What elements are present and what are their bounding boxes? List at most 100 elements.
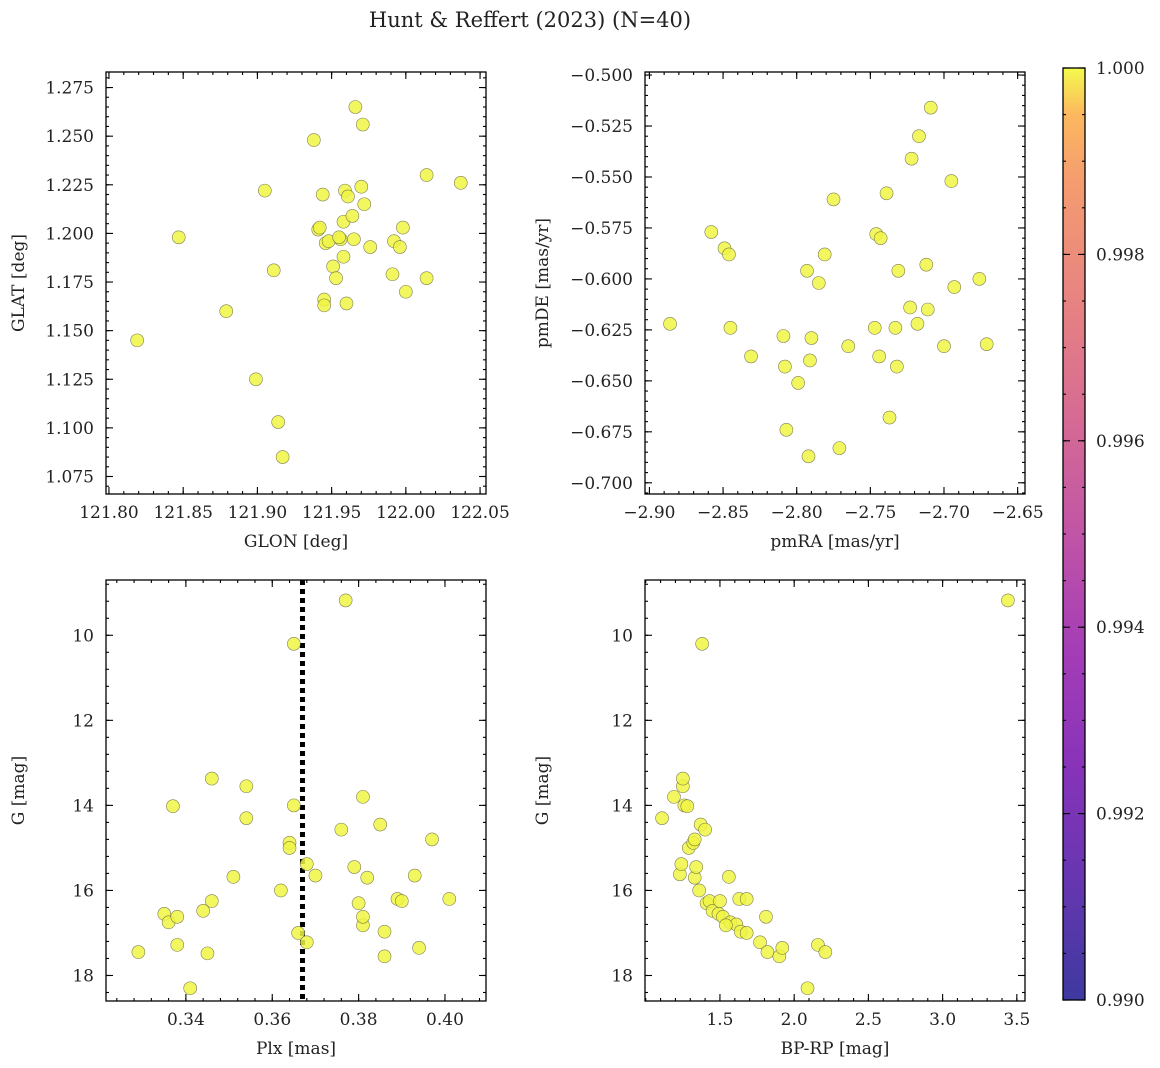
data-point bbox=[373, 817, 388, 832]
data-point bbox=[663, 316, 677, 331]
data-point bbox=[704, 225, 719, 239]
data-point bbox=[801, 449, 816, 464]
data-point bbox=[377, 949, 392, 964]
data-point bbox=[394, 894, 409, 908]
y-tick-label: 1.200 bbox=[45, 224, 94, 244]
y-tick-label: −0.525 bbox=[570, 117, 633, 137]
data-point bbox=[338, 593, 353, 608]
panel-glon-glat: 121.80 121.85 121.90 121.95 122.00 122.05 1.07… bbox=[9, 71, 510, 552]
x-tick-label: 121.85 bbox=[153, 503, 212, 523]
x-tick-label: 122.05 bbox=[450, 503, 509, 523]
data-point bbox=[219, 304, 234, 318]
data-point bbox=[972, 272, 987, 286]
axes-frame bbox=[644, 71, 1026, 495]
data-point bbox=[336, 249, 351, 264]
data-point bbox=[800, 981, 815, 996]
data-point bbox=[196, 904, 210, 918]
y-tick-label: 12 bbox=[611, 711, 633, 731]
y-tick-label: −0.600 bbox=[570, 270, 633, 290]
x-axis-label: GLON [deg] bbox=[244, 532, 348, 552]
y-tick-label: 1.150 bbox=[45, 322, 94, 342]
data-point bbox=[332, 230, 346, 245]
x-tick-label: −2.65 bbox=[992, 503, 1044, 523]
data-point bbox=[355, 117, 370, 132]
data-point bbox=[329, 271, 343, 285]
panel-parallax-magnitude: 0.34 0.36 0.38 0.40 10 12 14 16 18 Plx [mas] G [ma… bbox=[9, 579, 487, 1059]
data-point bbox=[393, 240, 407, 254]
figure-title: Hunt & Reffert (2023) (N=40) bbox=[369, 8, 691, 32]
y-tick-label: −0.650 bbox=[570, 372, 633, 392]
data-point bbox=[271, 415, 285, 429]
data-point bbox=[776, 329, 791, 343]
y-axis-label: G [mag] bbox=[9, 756, 29, 825]
y-tick-label: 10 bbox=[72, 626, 94, 646]
panel-color-magnitude: 1.5 2.0 2.5 3.0 3.5 10 12 14 16 18 BP-RP [mag] G [m… bbox=[533, 579, 1030, 1059]
data-point bbox=[357, 197, 372, 212]
data-point bbox=[832, 441, 847, 455]
x-tick-label: 2.5 bbox=[855, 1010, 882, 1030]
colorbar-tick-label: 0.992 bbox=[1096, 805, 1145, 825]
x-tick-label: 0.36 bbox=[253, 1010, 291, 1030]
data-point bbox=[200, 946, 215, 961]
data-point bbox=[689, 860, 704, 874]
data-point bbox=[759, 909, 773, 924]
y-axis-label: G [mag] bbox=[533, 756, 553, 825]
x-axis-label: Plx [mas] bbox=[256, 1039, 336, 1059]
x-tick-label: 121.95 bbox=[302, 503, 361, 523]
axes-frame bbox=[644, 579, 1026, 1002]
data-point bbox=[239, 779, 254, 794]
x-tick-label: 0.40 bbox=[426, 1010, 464, 1030]
colorbar-tick-label: 0.994 bbox=[1096, 618, 1145, 638]
x-tick-label: 0.38 bbox=[340, 1010, 378, 1030]
x-tick-label: −2.75 bbox=[844, 503, 896, 523]
data-point bbox=[713, 894, 727, 908]
data-point bbox=[226, 870, 241, 884]
data-point bbox=[818, 945, 833, 959]
data-point bbox=[166, 799, 180, 814]
data-point bbox=[266, 263, 281, 278]
data-point bbox=[904, 151, 919, 166]
data-point bbox=[722, 870, 736, 884]
data-point bbox=[407, 868, 422, 883]
y-tick-label: −0.550 bbox=[570, 168, 633, 188]
data-point bbox=[1001, 593, 1015, 608]
data-point bbox=[739, 926, 754, 940]
y-tick-label: −0.700 bbox=[570, 474, 633, 494]
data-point bbox=[903, 300, 917, 315]
y-axis-label: GLAT [deg] bbox=[9, 234, 29, 332]
data-point bbox=[826, 192, 841, 207]
data-point bbox=[912, 129, 926, 144]
data-point bbox=[315, 187, 330, 202]
data-point bbox=[919, 257, 934, 272]
y-tick-label: 1.100 bbox=[45, 419, 94, 439]
data-point bbox=[723, 321, 738, 335]
data-point bbox=[687, 832, 702, 847]
x-tick-label: −2.90 bbox=[623, 503, 675, 523]
data-point bbox=[791, 376, 805, 390]
data-point bbox=[803, 353, 817, 368]
data-point bbox=[760, 945, 775, 959]
x-tick-label: 122.00 bbox=[376, 503, 435, 523]
data-point bbox=[923, 100, 938, 115]
data-point bbox=[739, 892, 754, 906]
data-point bbox=[890, 359, 904, 374]
data-point bbox=[274, 883, 288, 898]
data-point bbox=[183, 981, 198, 996]
x-tick-label: 0.34 bbox=[167, 1010, 205, 1030]
data-point bbox=[698, 822, 712, 837]
data-point bbox=[667, 790, 681, 804]
data-point bbox=[779, 422, 794, 437]
data-point bbox=[800, 263, 814, 278]
data-point bbox=[891, 263, 906, 278]
data-point bbox=[287, 636, 301, 651]
data-point bbox=[345, 209, 360, 223]
data-point bbox=[334, 822, 349, 837]
data-point bbox=[299, 935, 314, 950]
data-point bbox=[347, 232, 361, 247]
panel-proper-motion: −2.90 −2.85 −2.80 −2.75 −2.70 −2.65 −0.700 −0.6… bbox=[533, 66, 1044, 552]
y-tick-label: 18 bbox=[72, 966, 94, 986]
data-point bbox=[308, 868, 323, 883]
data-point bbox=[888, 321, 903, 335]
data-point bbox=[882, 410, 897, 425]
